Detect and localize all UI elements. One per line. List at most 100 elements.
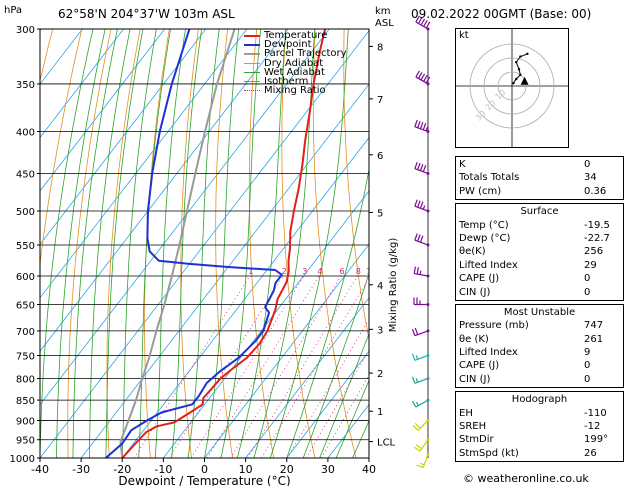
- mu-row: Lifted Index 9: [459, 347, 591, 359]
- temperature-tick-label: 20: [280, 463, 294, 476]
- wind-barb: [417, 420, 429, 431]
- mixing-ratio-label: 20: [408, 267, 418, 276]
- altitude-tick-label: 8: [377, 42, 383, 53]
- altitude-tick-label: 2: [377, 369, 383, 380]
- mixing-ratio-axis-label: Mixing Ratio (g/kg): [388, 238, 399, 333]
- wind-barb: [422, 454, 429, 468]
- wind-barb-feather: [420, 18, 426, 26]
- hodograph-ring: [497, 71, 527, 101]
- pressure-tick-label: 1000: [10, 454, 35, 465]
- isotherm-line: [286, 350, 369, 458]
- altitude-unit-label: km: [375, 6, 391, 17]
- altitude-tick-label: 5: [377, 208, 383, 219]
- wind-barb-feather: [414, 327, 419, 335]
- wind-barb-feather: [411, 400, 417, 408]
- hodograph-ring-label: 20: [484, 98, 498, 112]
- most-unstable-title: Most Unstable: [503, 306, 576, 318]
- wind-barb-half-feather: [415, 401, 419, 406]
- wind-barb-half-feather: [415, 355, 419, 360]
- wind-barb-feather: [417, 162, 421, 170]
- hodograph-panel: kt 10 20 30: [455, 28, 569, 148]
- wind-barb-dot: [426, 438, 430, 442]
- wet-adiabat-line: [56, 29, 106, 458]
- hodo-row: EH -110: [459, 407, 607, 419]
- surface-title: Surface: [520, 206, 559, 218]
- pressure-tick-label: 550: [16, 241, 35, 252]
- isotherm-line: [80, 83, 369, 458]
- wind-barb-feather: [422, 164, 427, 172]
- surface-row: Lifted Index 29: [459, 259, 597, 271]
- hodograph-point: [519, 73, 522, 76]
- wind-barb-feather: [416, 464, 424, 469]
- pressure-tick-label: 800: [16, 374, 35, 385]
- datetime-header: 09.02.2022 00GMT (Base: 00): [411, 7, 592, 21]
- wind-barb-feather: [419, 163, 424, 171]
- temperature-tick-label: 30: [321, 463, 335, 476]
- temperature-tick-label: -20: [113, 463, 131, 476]
- wind-barb-half-feather: [419, 270, 422, 275]
- wind-barb-dot: [426, 130, 430, 134]
- wind-barb-feather: [415, 15, 420, 23]
- legend: Temperature Dewpoint Parcel Trajectory D…: [244, 30, 347, 96]
- wind-barb-dot: [426, 274, 430, 278]
- wind-barb-dot: [426, 329, 430, 333]
- wet-adiabat-line: [121, 29, 157, 458]
- mixing-ratio-line: [261, 277, 369, 458]
- altitude-unit-label: ASL: [375, 18, 394, 29]
- wind-barb-dot: [426, 353, 430, 357]
- wind-barb-feather: [422, 123, 427, 131]
- mixing-ratio-line: [247, 275, 358, 458]
- altitude-tick-label: 7: [377, 95, 383, 106]
- pressure-tick-label: 650: [16, 301, 35, 312]
- isotherm-line: [40, 29, 166, 192]
- dry-adiabat-line: [40, 29, 83, 268]
- mu-row: Pressure (mb) 747: [459, 320, 604, 332]
- dry-adiabat-line: [373, 29, 438, 458]
- wind-barb-feather: [415, 444, 423, 450]
- wind-barb-feather: [419, 201, 424, 209]
- wind-barb-feather: [419, 235, 424, 243]
- wind-barb-feather: [416, 267, 419, 275]
- legend-entry-parcel: Parcel Trajectory: [244, 49, 347, 59]
- wind-barb: [414, 377, 429, 384]
- isotherm-line: [40, 29, 248, 299]
- mu-row: CIN (J) 0: [459, 373, 591, 385]
- pressure-tick-label: 400: [16, 128, 35, 139]
- hodograph-ring: [483, 57, 541, 115]
- altitude-tick-label: 4: [377, 281, 383, 292]
- legend-entry-wet-adiabat: Wet Adiabat: [244, 67, 347, 77]
- location-header: 62°58'N 204°37'W 103m ASL: [58, 7, 235, 21]
- pressure-tick-label: 900: [16, 416, 35, 427]
- temperature-line: [121, 29, 327, 458]
- dry-adiabat-line: [106, 29, 141, 458]
- mixing-ratio-label: 6: [339, 267, 344, 276]
- hodograph-ring-label: 30: [474, 109, 488, 123]
- hodograph-point: [515, 61, 518, 64]
- surface-row: Dewp (°C) -22.7: [459, 232, 610, 244]
- isotherm-line: [40, 30, 369, 458]
- temperature-axis-label: Dewpoint / Temperature (°C): [118, 474, 290, 486]
- hodograph-ring: [469, 43, 555, 129]
- parcel-trajectory-line: [119, 29, 236, 458]
- mixing-ratio-line: [230, 275, 342, 458]
- isotherm-line: [163, 190, 369, 458]
- wind-barb-feather: [414, 119, 418, 127]
- wind-barb-dot: [426, 27, 430, 31]
- wind-barb: [414, 354, 429, 361]
- hodograph-unit-label: kt: [459, 30, 469, 41]
- legend-entry-mixing-ratio: Mixing Ratio: [244, 86, 347, 96]
- mixing-ratio-label: 3: [302, 267, 307, 276]
- mixing-ratio-line: [206, 275, 320, 458]
- wind-barb-half-feather: [420, 462, 425, 466]
- surface-row: θe(K) 256: [459, 246, 604, 258]
- wind-barb-feather: [415, 70, 420, 78]
- wind-barb-feather: [411, 376, 416, 384]
- pressure-tick-label: 450: [16, 169, 35, 180]
- dewpoint-line: [105, 29, 283, 458]
- wind-barb-feather: [417, 200, 421, 208]
- wind-barb-feather: [414, 161, 418, 169]
- mu-row: CAPE (J) 0: [459, 360, 591, 372]
- altitude-tick-label: LCL: [377, 438, 396, 449]
- pressure-tick-label: 500: [16, 207, 35, 218]
